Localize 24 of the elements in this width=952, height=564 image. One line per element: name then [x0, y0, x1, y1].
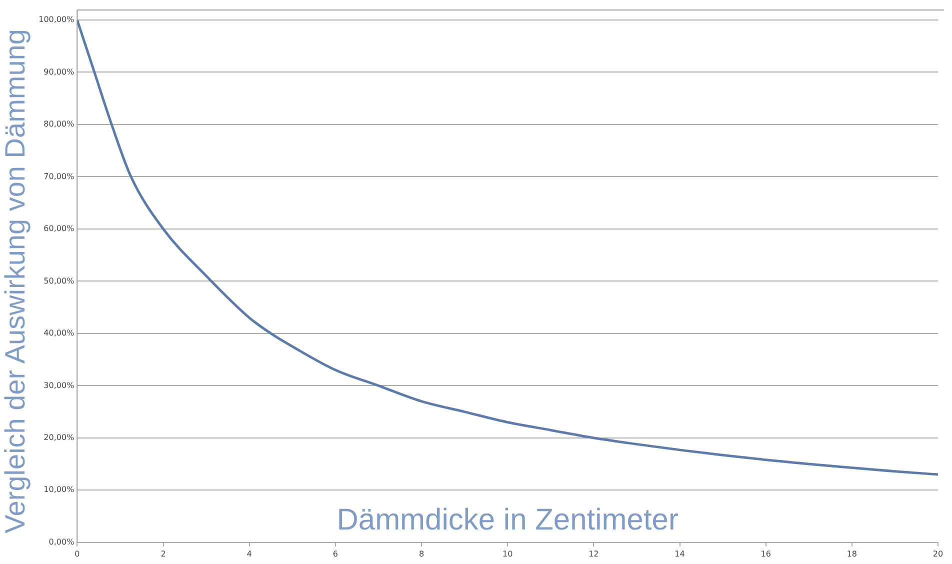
y-tick-label: 50,00% — [44, 276, 75, 286]
x-tick-label: 12 — [588, 549, 599, 558]
y-tick-label: 10,00% — [44, 485, 75, 494]
x-tick-label: 18 — [846, 549, 858, 558]
y-tick-label: 40,00% — [44, 328, 75, 338]
x-tick-label: 10 — [502, 549, 513, 558]
y-tick-label: 90,00% — [44, 67, 75, 76]
x-axis-title: Dämmdicke in Zentimeter — [336, 504, 678, 537]
y-axis-title: Vergleich der Auswirkung von Dämmung — [0, 29, 31, 534]
x-tick-label: 20 — [932, 549, 944, 558]
y-tick-label: 0,00% — [48, 537, 75, 546]
y-tick-label: 80,00% — [44, 120, 75, 129]
x-tick-label: 6 — [332, 549, 338, 558]
x-tick-label: 14 — [674, 549, 685, 558]
x-tick-label: 8 — [418, 549, 424, 558]
x-tick-label: 4 — [246, 549, 252, 558]
x-tick-label: 0 — [74, 549, 80, 558]
y-tick-label: 100,00% — [38, 15, 75, 24]
y-tick-label: 60,00% — [44, 224, 75, 234]
x-tick-label: 16 — [760, 549, 771, 558]
y-tick-label: 30,00% — [44, 380, 75, 390]
y-tick-label: 20,00% — [44, 433, 75, 442]
x-tick-label: 2 — [160, 549, 166, 558]
y-tick-label: 70,00% — [44, 172, 75, 181]
